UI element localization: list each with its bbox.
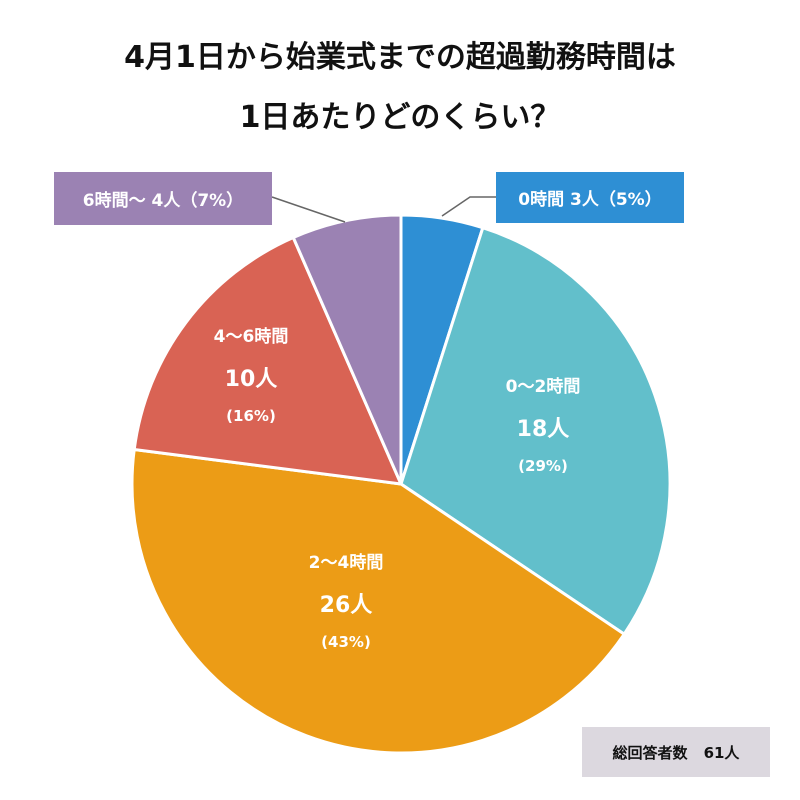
callout-0h: 0時間 3人（5%） xyxy=(496,172,684,223)
slice-4-6h xyxy=(132,236,403,486)
chart-title-line-2: 1日あたりどのくらい？ xyxy=(239,100,561,135)
slice-category: 2～4時間 xyxy=(308,553,384,573)
slice-category: 0～2時間 xyxy=(505,377,581,397)
total-respondents-value: 61人 xyxy=(703,743,740,762)
pie-slices xyxy=(130,213,672,755)
slice-6h-plus xyxy=(291,213,403,486)
slice-2-4h xyxy=(130,447,626,755)
chart-title-line-1: 4月1日から始業式までの超過勤務時間は xyxy=(124,40,676,75)
slice-category: 4～6時間 xyxy=(213,327,289,347)
slice-count: 10人 xyxy=(224,367,278,392)
slice-0-2h xyxy=(399,226,672,636)
total-respondents-label: 総回答者数 xyxy=(612,743,688,762)
slice-percent: (16%) xyxy=(226,407,276,425)
slice-percent: (29%) xyxy=(518,457,568,475)
slice-count: 26人 xyxy=(319,593,373,618)
slice-count: 18人 xyxy=(516,417,570,442)
callout-leader-purple xyxy=(271,196,346,223)
callout-leader-blue xyxy=(441,196,496,217)
slice-label-2-4h: 2～4時間 26人 (43%) xyxy=(309,548,384,651)
slice-label-4-6h: 4～6時間 10人 (16%) xyxy=(214,322,289,425)
callout-0h-text: 0時間 3人（5%） xyxy=(518,190,662,210)
slice-percent: (43%) xyxy=(321,633,371,651)
total-respondents-box: 総回答者数 61人 xyxy=(582,727,770,777)
slice-label-0-2h: 0～2時間 18人 (29%) xyxy=(506,372,581,475)
callout-6h-plus-text: 6時間～ 4人（7%） xyxy=(82,191,244,211)
callout-6h-plus: 6時間～ 4人（7%） xyxy=(54,172,272,225)
